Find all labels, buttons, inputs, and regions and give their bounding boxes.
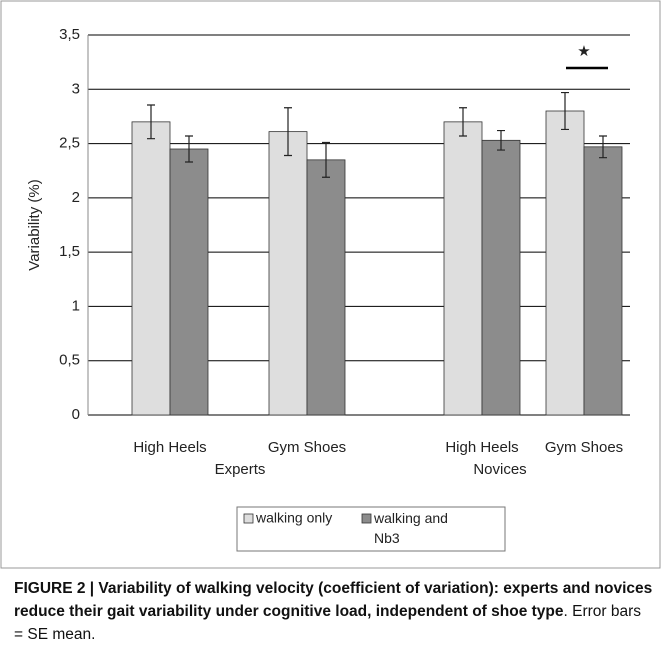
legend-label: walking and Nb3 [373,510,448,546]
error-bar [147,104,155,140]
y-tick-label: 2 [72,189,80,206]
bar [169,148,209,416]
bar [306,159,346,416]
legend-label: walking only [255,510,332,526]
group-label: Experts [215,461,266,478]
legend-swatch [361,513,372,524]
error-bar [185,135,193,163]
x-tick-label: Gym Shoes [268,439,346,456]
x-tick-label: High Heels [445,439,518,456]
x-tick-label: Gym Shoes [545,439,623,456]
error-bar [284,107,292,157]
y-tick-label: 1 [72,297,80,314]
y-tick-label: 3 [72,80,80,97]
bar [131,121,171,416]
y-tick-label: 1,5 [59,243,80,260]
chart: Variability (%) 0 0,5 1 1,5 2 2,5 3 3,5 High Hee… [0,0,661,569]
x-tick-label: High Heels [133,439,206,456]
error-bar [459,107,467,137]
y-tick-label: 0 [72,406,80,423]
error-bar [561,91,569,131]
caption-text: . Error bars = SE mean. [14,603,642,643]
y-tick-label: 3,5 [59,26,80,43]
bar [545,110,585,416]
group-label: Novices [473,461,526,478]
error-bar [322,141,330,178]
y-tick-label: 2,5 [59,135,80,152]
caption: FIGURE 2 | Variability of walking veloci… [14,577,654,646]
annotation: ★ [577,43,590,60]
error-bar [497,129,505,151]
bar [583,146,623,416]
bar [481,139,521,416]
legend-swatch [243,513,254,524]
y-tick-label: 0,5 [59,352,80,369]
error-bar [599,135,607,159]
bar [443,121,483,416]
frame [0,0,661,569]
bar [268,131,308,416]
y-axis-label: Variability (%) [26,179,43,270]
caption-bold: FIGURE 2 | Variability of walking veloci… [14,580,653,620]
